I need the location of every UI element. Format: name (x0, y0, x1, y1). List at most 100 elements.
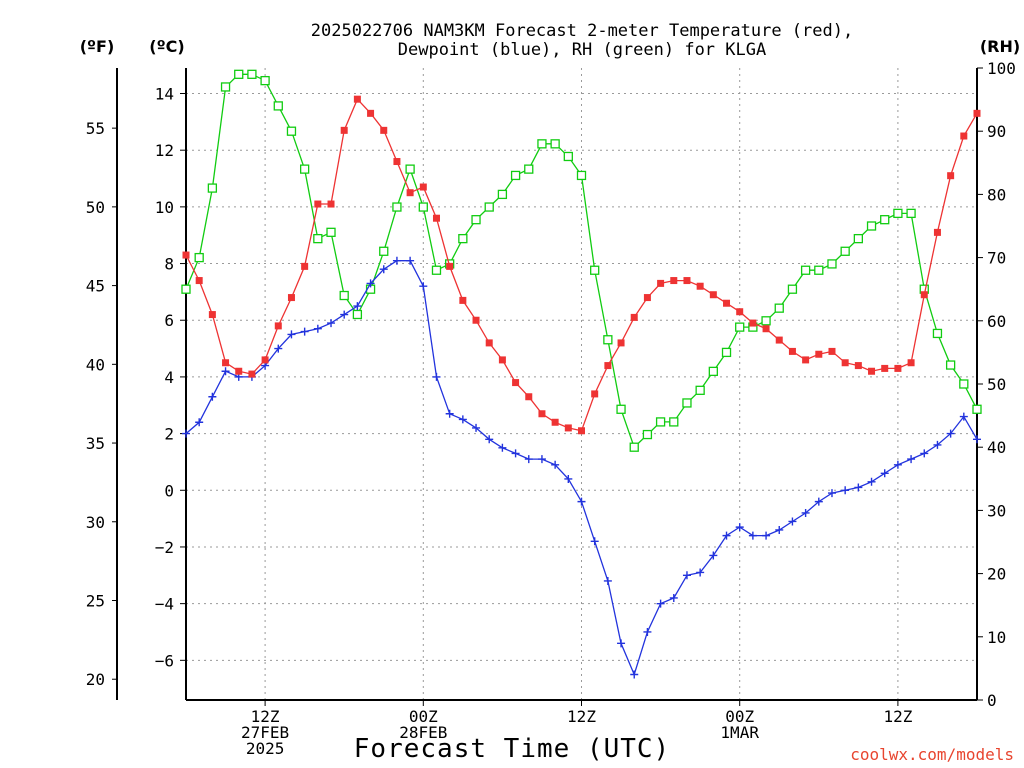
rh-point (234, 69, 244, 79)
fahrenheit-tick-label: 25 (86, 591, 105, 610)
x-axis-title: Forecast Time (UTC) (354, 734, 670, 764)
temperature-point (630, 313, 638, 321)
fahrenheit-tick-label: 45 (86, 277, 105, 296)
time-tick-label: 00Z (409, 707, 438, 726)
temperature-point (446, 262, 454, 270)
dewpoint-point (195, 418, 204, 427)
dewpoint-point (511, 449, 520, 458)
time-tick-label: 2025 (246, 739, 285, 758)
temperature-point (894, 364, 902, 372)
rh-point (853, 233, 863, 244)
temperature-point (498, 356, 506, 364)
dewpoint-point (208, 392, 217, 401)
temperature-point (222, 359, 230, 367)
celsius-tick-label: −2 (155, 538, 174, 557)
temperature-point (182, 251, 190, 259)
temperature-point (525, 393, 533, 401)
temperature-point (485, 339, 493, 347)
dewpoint-point (722, 531, 731, 540)
axes (112, 67, 983, 706)
rh-point (563, 151, 573, 162)
temperature-point (920, 291, 928, 299)
rh-point (471, 215, 481, 225)
temperature-point (314, 200, 322, 208)
temperature-point (802, 356, 810, 364)
rh-point (880, 215, 890, 225)
time-tick-label: 1MAR (720, 723, 759, 742)
rh-point (735, 322, 745, 332)
chart-title-line1: 2025022706 NAM3KM Forecast 2-meter Tempe… (311, 21, 853, 41)
rh-point (286, 126, 297, 136)
rh-unit-label: (RH) (980, 37, 1020, 56)
dewpoint-point (854, 483, 863, 492)
rh-point (273, 101, 283, 111)
temperature-point (947, 172, 955, 180)
rh-tick-label: 30 (987, 501, 1006, 520)
dewpoint-point (340, 310, 349, 319)
dewpoint-point (656, 599, 665, 608)
rh-point (405, 164, 415, 174)
temperature-point (696, 282, 704, 290)
dewpoint-point (551, 460, 560, 469)
temperature-point (775, 336, 783, 344)
rh-point (682, 398, 692, 408)
dewpoint-point (762, 531, 771, 540)
rh-point (313, 233, 323, 244)
temperature-point (235, 367, 243, 375)
temperature-point (208, 311, 216, 319)
time-tick-label: 12Z (251, 707, 280, 726)
temperature-point (459, 296, 467, 304)
temperature-point (261, 356, 269, 364)
celsius-tick-label: 10 (155, 198, 174, 217)
temperature-point (657, 279, 665, 287)
dewpoint-point (617, 639, 626, 648)
dewpoint-point (524, 455, 533, 464)
rh-point (431, 265, 442, 275)
rh-point (906, 208, 916, 219)
temperature-point (788, 347, 796, 355)
rh-point (392, 202, 402, 212)
dewpoint-point (907, 455, 916, 464)
rh-point (550, 139, 560, 149)
dewpoint-line (185, 260, 978, 677)
temperature-point (604, 362, 612, 370)
rh-point (497, 189, 508, 200)
rh-point (827, 259, 837, 269)
celsius-tick-label: 2 (164, 425, 174, 444)
temperature-point (406, 189, 414, 197)
temperature-point (736, 308, 744, 316)
rh-point (484, 202, 494, 212)
celsius-tick-label: −4 (155, 595, 174, 614)
temperature-point (907, 359, 915, 367)
rh-point (207, 183, 218, 193)
temperature-point (367, 109, 375, 117)
rh-point (761, 316, 771, 326)
dewpoint-point (880, 469, 889, 478)
dewpoint-point (472, 423, 481, 432)
dewpoint-point (590, 537, 599, 546)
dewpoint-point (630, 670, 639, 679)
rh-point (418, 202, 428, 212)
temperature-point (327, 200, 335, 208)
temperature-point (841, 359, 849, 367)
temperature-point (854, 362, 862, 370)
temperature-point (353, 95, 361, 103)
temperature-point (815, 350, 823, 358)
dewpoint-point (432, 372, 441, 381)
rh-point (576, 170, 587, 181)
dewpoint-point (274, 344, 283, 353)
rh-point (972, 404, 982, 414)
dewpoint-point (814, 497, 823, 506)
dewpoint-point (893, 460, 902, 469)
rh-tick-label: 40 (987, 438, 1006, 457)
rh-point (194, 252, 204, 263)
rh-tick-label: 80 (987, 185, 1006, 204)
temperature-point (643, 294, 651, 302)
rh-point (379, 246, 389, 256)
temperature-point (960, 132, 968, 140)
dewpoint-point (696, 568, 705, 577)
temperature-point (709, 291, 717, 299)
rh-point (616, 404, 626, 414)
dewpoint-point (366, 279, 375, 288)
